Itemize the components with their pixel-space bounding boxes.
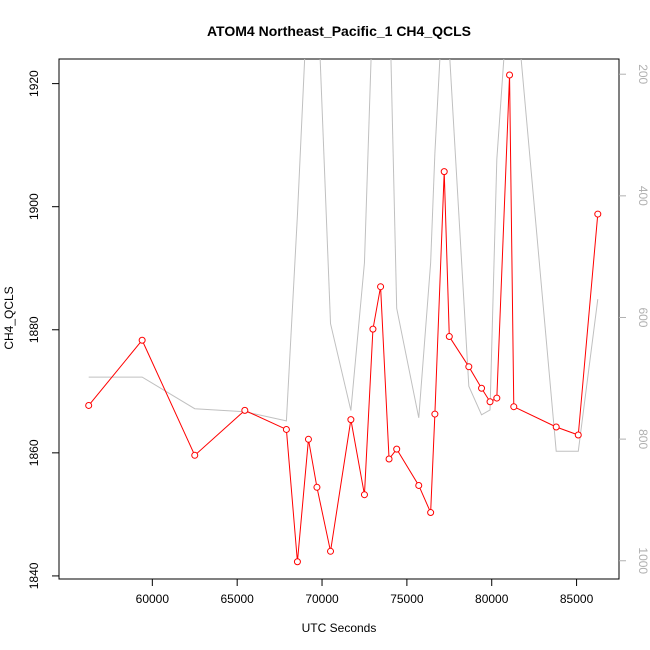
series-layer: [85, 59, 602, 566]
data-point: [304, 435, 312, 443]
y-axis-label: CH4_QCLS: [2, 286, 16, 349]
data-point: [510, 403, 518, 411]
data-point: [506, 71, 514, 79]
data-point: [377, 283, 385, 291]
right-y-tick-label: 800: [636, 429, 650, 449]
data-point: [369, 325, 377, 333]
data-point: [360, 491, 368, 499]
data-point: [347, 416, 355, 424]
data-point: [478, 384, 486, 392]
data-point: [385, 455, 393, 463]
x-tick-label: 80000: [475, 592, 509, 606]
data-point: [427, 509, 435, 517]
data-point: [493, 394, 501, 402]
data-point: [594, 210, 602, 218]
x-tick-label: 65000: [220, 592, 254, 606]
y-tick-label: 1900: [27, 193, 41, 220]
data-point: [552, 423, 560, 431]
data-point: [191, 451, 199, 459]
right-y-tick-label: 200: [636, 64, 650, 84]
data-point: [327, 547, 335, 555]
x-tick-label: 75000: [390, 592, 424, 606]
x-tick-label: 70000: [305, 592, 339, 606]
data-point: [241, 406, 249, 414]
x-axis-label: UTC Seconds: [302, 621, 377, 635]
data-point: [85, 401, 93, 409]
y-axis: 1840 1860 1880 1900 1920: [27, 70, 59, 589]
right-y-tick-label: 1000: [636, 547, 650, 574]
data-point: [138, 336, 146, 344]
y-tick-label: 1880: [27, 316, 41, 343]
x-axis: 60000 65000 70000 75000 80000 85000: [136, 579, 594, 606]
data-point: [282, 425, 290, 433]
y-tick-label: 1840: [27, 562, 41, 589]
chart-title: ATOM4 Northeast_Pacific_1 CH4_QCLS: [207, 23, 471, 39]
data-point: [393, 445, 401, 453]
plot-frame: [58, 58, 620, 580]
data-point: [465, 363, 473, 371]
data-point: [445, 333, 453, 341]
data-point: [431, 410, 439, 418]
y-tick-label: 1920: [27, 70, 41, 97]
data-point: [486, 398, 494, 406]
x-tick-label: 60000: [136, 592, 170, 606]
data-point: [440, 168, 448, 176]
right-y-tick-label: 400: [636, 186, 650, 206]
data-point: [293, 558, 301, 566]
data-point: [415, 481, 423, 489]
y-tick-label: 1860: [27, 439, 41, 466]
secondary-series-line: [88, 59, 599, 452]
x-tick-label: 85000: [560, 592, 594, 606]
data-point: [313, 483, 321, 491]
ch4-series-line: [88, 74, 599, 562]
data-point: [574, 431, 582, 439]
right-y-tick-label: 600: [636, 307, 650, 327]
right-y-axis: 200 400 600 800 1000: [619, 64, 650, 574]
